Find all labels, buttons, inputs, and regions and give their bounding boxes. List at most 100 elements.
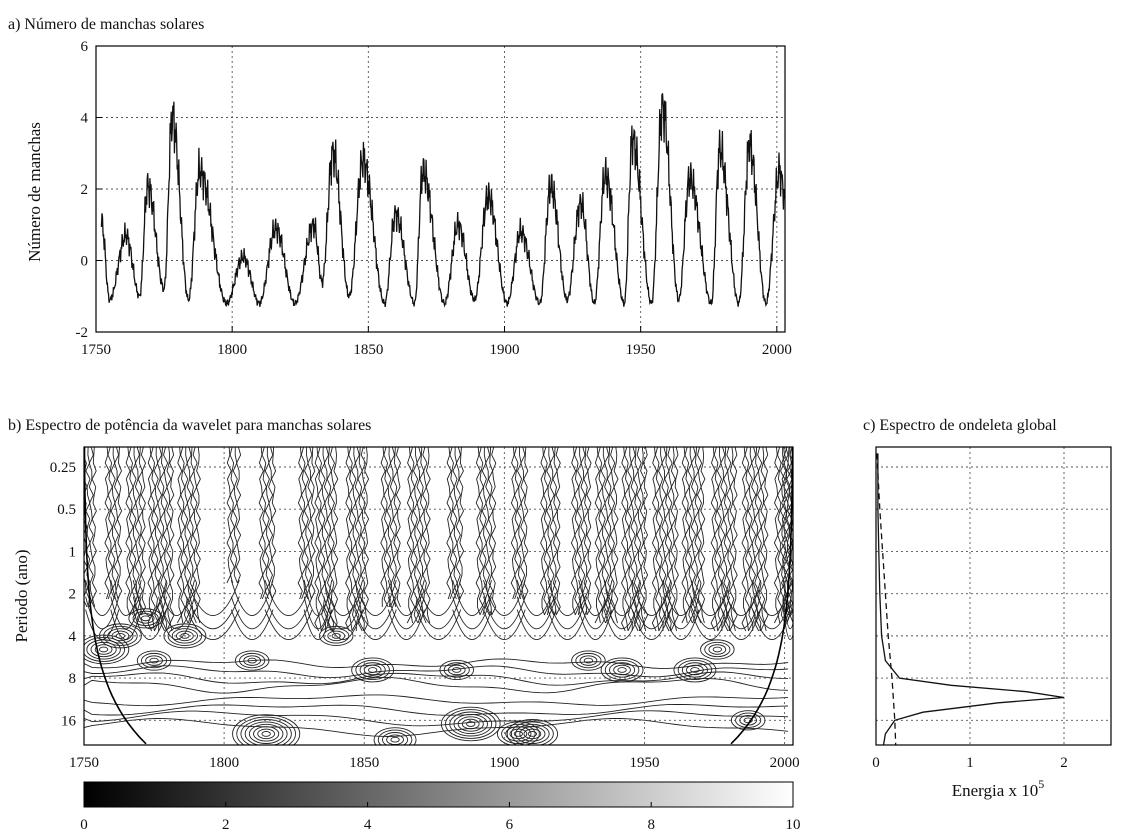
panel-a-y-ticks: -2 0 2 4 6	[76, 39, 102, 341]
sunspot-series-line	[100, 93, 786, 308]
y-tick-label: 16	[61, 713, 77, 729]
contour-island	[145, 655, 163, 666]
contour-island	[128, 608, 163, 629]
contour-island	[176, 630, 194, 642]
contour-line	[657, 447, 664, 632]
panel-a-y-label: Número de manchas	[25, 122, 44, 262]
panel-b: b) Espectro de potência da wavelet para …	[8, 417, 801, 833]
contour-line	[84, 710, 789, 727]
contour-line	[721, 579, 762, 616]
contour-line	[131, 447, 137, 616]
contour-line	[543, 447, 549, 616]
contour-island	[367, 667, 378, 673]
panel-a-x-ticks: 1750 1800 1850 1900 1950 2000	[81, 326, 792, 358]
contour-line	[719, 447, 726, 632]
panel-c-title: c) Espectro de ondeleta global	[863, 417, 1057, 434]
contour-line	[415, 596, 462, 629]
contour-island	[351, 657, 395, 683]
contour-line	[792, 486, 793, 592]
contour-line	[687, 447, 693, 624]
contour-line	[84, 469, 85, 592]
contour-line	[603, 447, 610, 624]
contour-line	[91, 447, 98, 608]
global-spectrum-line	[877, 453, 1065, 746]
significance-line	[876, 453, 897, 746]
contour-line	[794, 447, 798, 615]
contour-line	[753, 447, 760, 632]
contour-line	[387, 579, 425, 616]
contour-line	[235, 447, 242, 584]
contour-island	[575, 652, 602, 669]
contour-line	[797, 447, 801, 615]
contour-island	[94, 644, 113, 655]
contour-line	[326, 447, 333, 632]
contour-line	[383, 447, 389, 608]
contour-line	[317, 447, 323, 632]
contour-line	[570, 447, 577, 616]
contour-island	[257, 728, 276, 740]
contour-line	[303, 596, 333, 630]
contour-line	[752, 609, 792, 641]
x-tick-label: 1900	[489, 342, 519, 358]
panel-b-y-label: Periodo (ano)	[12, 549, 31, 642]
contour-line	[128, 447, 134, 616]
contour-island	[390, 736, 400, 743]
contour-line	[662, 579, 700, 616]
contour-line	[354, 447, 360, 632]
contour-line	[389, 447, 395, 608]
contour-line	[642, 447, 649, 632]
contour-island	[523, 728, 542, 740]
contour-line	[84, 671, 789, 686]
contour-line	[107, 447, 113, 600]
contour-island	[690, 667, 700, 673]
contour-line	[84, 665, 789, 679]
contour-line	[700, 447, 706, 624]
contour-island	[515, 723, 550, 744]
contour-line	[790, 447, 793, 613]
contour-line	[606, 447, 613, 624]
contour-line	[452, 447, 458, 600]
contour-island	[700, 639, 735, 660]
contour-line	[484, 447, 491, 616]
contour-island	[359, 662, 386, 678]
contour-island	[501, 723, 536, 744]
contour-line	[763, 447, 769, 632]
contour-island	[708, 644, 727, 655]
contour-line	[189, 447, 195, 624]
x-tick-label: 1800	[209, 755, 239, 771]
contour-island	[466, 721, 476, 727]
contour-line	[314, 447, 320, 632]
contour-line	[777, 447, 783, 624]
contour-island	[449, 711, 493, 737]
contour-island	[510, 721, 554, 745]
contour-island	[232, 714, 301, 745]
contour-line	[654, 447, 661, 632]
contour-line	[583, 447, 589, 616]
contour-line	[586, 447, 592, 616]
contour-line	[140, 447, 146, 616]
contour-line	[84, 694, 789, 707]
contour-line	[271, 447, 277, 600]
contour-island	[677, 659, 713, 681]
contour-line	[230, 609, 274, 641]
contour-line	[110, 596, 142, 630]
contour-line	[723, 447, 729, 632]
contour-line	[516, 447, 523, 600]
contour-line	[348, 447, 354, 632]
contour-line	[303, 447, 310, 600]
contour-line	[631, 579, 672, 616]
x-tick-label: 1950	[626, 342, 656, 358]
contour-line	[455, 447, 462, 600]
contour-line	[673, 447, 679, 632]
contour-line	[744, 447, 751, 632]
contour-island	[373, 727, 417, 745]
contour-line	[110, 447, 116, 600]
y-tick-label: 0.25	[50, 460, 76, 476]
contour-island	[382, 732, 409, 745]
contour-line	[386, 447, 392, 608]
contour-line	[729, 447, 735, 632]
contour-line	[186, 609, 240, 640]
contour-line	[661, 447, 667, 632]
contour-line	[392, 447, 399, 608]
contour-line	[452, 579, 492, 616]
